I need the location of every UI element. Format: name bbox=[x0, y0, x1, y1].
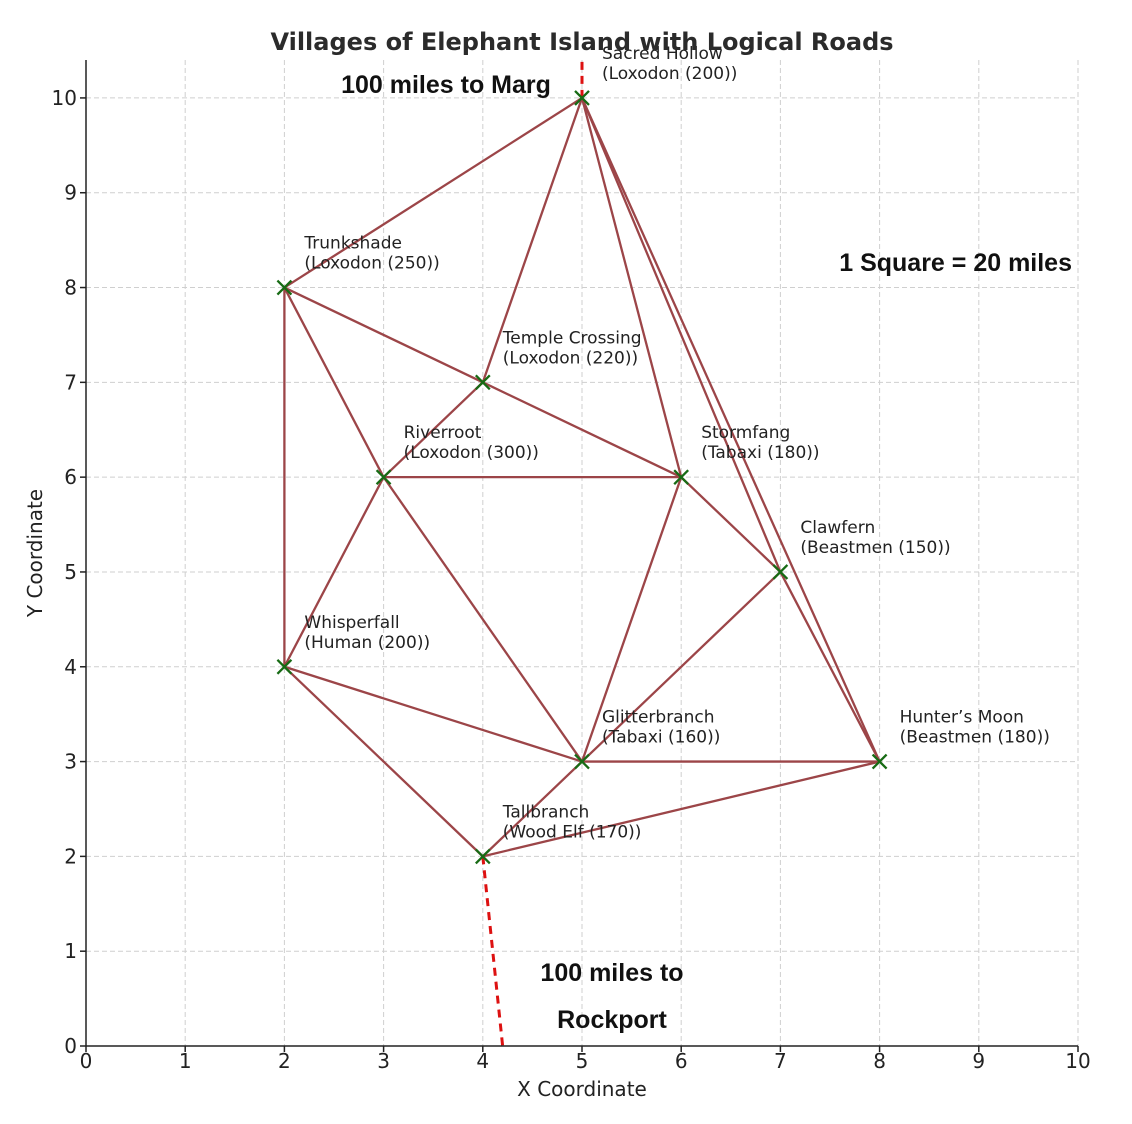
village-race-trunkshade: (Loxodon (250)) bbox=[304, 254, 439, 274]
village-marker-sacred-hollow bbox=[574, 90, 590, 106]
y-tick-label-6: 6 bbox=[64, 465, 77, 489]
village-name-tallbranch: Tallbranch bbox=[502, 802, 590, 822]
road-sacred-hollow-to-temple-crossing bbox=[481, 97, 584, 383]
road-whisperfall-to-tallbranch bbox=[283, 665, 484, 858]
village-name-trunkshade: Trunkshade bbox=[303, 234, 402, 254]
y-tick-label-3: 3 bbox=[64, 750, 77, 774]
road-glitterbranch-to-tallbranch bbox=[482, 760, 583, 858]
road-riverroot-to-glitterbranch bbox=[382, 476, 583, 763]
road-trunkshade-to-riverroot bbox=[283, 287, 385, 478]
road-riverroot-to-whisperfall bbox=[283, 476, 385, 668]
village-marker-whisperfall bbox=[276, 658, 293, 675]
road-clawfern-to-hunter-s-moon bbox=[779, 571, 881, 763]
road-clawfern-to-glitterbranch bbox=[581, 571, 782, 763]
y-tick-label-1: 1 bbox=[64, 939, 77, 963]
x-axis-label: X Coordinate bbox=[517, 1077, 647, 1101]
marker-stroke-b bbox=[474, 374, 491, 391]
y-tick-label-7: 7 bbox=[64, 370, 77, 394]
y-tick-label-2: 2 bbox=[64, 844, 77, 868]
marg-annotation: 100 miles to Marg bbox=[341, 71, 551, 99]
village-race-temple-crossing: (Loxodon (220)) bbox=[503, 348, 638, 368]
x-tick-label-8: 8 bbox=[873, 1049, 886, 1073]
village-race-glitterbranch: (Tabaxi (160)) bbox=[602, 728, 720, 748]
village-race-hunter-s-moon: (Beastmen (180)) bbox=[900, 728, 1050, 748]
village-race-riverroot: (Loxodon (300)) bbox=[404, 443, 539, 463]
x-tick-label-5: 5 bbox=[576, 1049, 589, 1073]
markers-layer bbox=[276, 90, 888, 865]
road-sacred-hollow-to-clawfern bbox=[580, 97, 782, 573]
village-marker-hunter-s-moon bbox=[871, 753, 888, 770]
y-tick-label-4: 4 bbox=[64, 655, 77, 679]
marker-stroke-b bbox=[871, 753, 888, 770]
marker-stroke-b bbox=[276, 658, 293, 675]
road-sacred-hollow-to-stormfang bbox=[580, 97, 683, 478]
x-tick-label-0: 0 bbox=[80, 1049, 93, 1073]
rockport-annotation-line1: 100 miles to bbox=[540, 959, 683, 987]
village-labels-layer: Sacred Hollow(Loxodon (200))Trunkshade(L… bbox=[303, 44, 1049, 842]
village-name-stormfang: Stormfang bbox=[701, 423, 790, 443]
x-tick-label-3: 3 bbox=[377, 1049, 390, 1073]
y-tick-label-0: 0 bbox=[64, 1034, 77, 1058]
village-name-sacred-hollow: Sacred Hollow bbox=[602, 44, 723, 64]
village-marker-stormfang bbox=[673, 469, 690, 485]
village-race-sacred-hollow: (Loxodon (200)) bbox=[602, 64, 737, 84]
village-marker-clawfern bbox=[772, 564, 789, 580]
marker-stroke-b bbox=[276, 279, 293, 296]
village-name-hunter-s-moon: Hunter’s Moon bbox=[900, 708, 1024, 728]
village-name-whisperfall: Whisperfall bbox=[304, 613, 399, 633]
y-tick-label-5: 5 bbox=[64, 560, 77, 584]
scale-annotation: 1 Square = 20 miles bbox=[839, 249, 1072, 277]
marker-stroke-b bbox=[574, 753, 590, 770]
village-name-glitterbranch: Glitterbranch bbox=[602, 708, 715, 728]
road-tallbranch-to-hunter-s-moon bbox=[482, 760, 880, 858]
x-tick-label-1: 1 bbox=[179, 1049, 192, 1073]
external-roads-layer bbox=[481, 60, 584, 1047]
ticks-layer: 0 1 2 3 4 5 6 7 8 9 10 0 1 2 3 4 5 6 7 8 9 10 bbox=[52, 86, 1091, 1073]
road-sacred-hollow-to-trunkshade bbox=[283, 96, 583, 289]
y-axis-label: Y Coordinate bbox=[23, 489, 47, 618]
village-name-temple-crossing: Temple Crossing bbox=[502, 328, 642, 348]
roads-layer bbox=[283, 96, 881, 858]
external-road-from-tallbranch bbox=[481, 856, 505, 1047]
x-tick-label-4: 4 bbox=[476, 1049, 489, 1073]
road-whisperfall-to-glitterbranch bbox=[284, 665, 583, 763]
marker-stroke-b bbox=[574, 90, 590, 106]
road-temple-crossing-to-stormfang bbox=[482, 381, 682, 479]
village-marker-glitterbranch bbox=[574, 753, 590, 770]
marker-stroke-b bbox=[673, 469, 690, 485]
village-marker-riverroot bbox=[375, 469, 392, 485]
village-race-tallbranch: (Wood Elf (170)) bbox=[503, 822, 642, 842]
road-sacred-hollow-to-hunter-s-moon bbox=[580, 97, 881, 763]
x-tick-label-9: 9 bbox=[972, 1049, 985, 1073]
rockport-annotation-line2: Rockport bbox=[557, 1006, 667, 1034]
road-stormfang-to-clawfern bbox=[680, 476, 782, 573]
x-tick-label-10: 10 bbox=[1065, 1049, 1090, 1073]
x-tick-label-6: 6 bbox=[675, 1049, 688, 1073]
village-marker-temple-crossing bbox=[474, 374, 491, 391]
road-temple-crossing-to-riverroot bbox=[382, 381, 484, 478]
chart-title: Villages of Elephant Island with Logical… bbox=[270, 28, 893, 56]
y-tick-label-10: 10 bbox=[52, 86, 77, 110]
village-name-clawfern: Clawfern bbox=[800, 518, 875, 538]
village-marker-tallbranch bbox=[474, 848, 491, 865]
marker-stroke-b bbox=[375, 469, 392, 485]
village-name-riverroot: Riverroot bbox=[404, 423, 482, 443]
village-race-clawfern: (Beastmen (150)) bbox=[800, 538, 950, 558]
marker-stroke-b bbox=[772, 564, 789, 580]
y-tick-label-8: 8 bbox=[64, 276, 77, 300]
road-stormfang-to-glitterbranch bbox=[580, 476, 683, 762]
x-tick-label-7: 7 bbox=[774, 1049, 787, 1073]
village-race-stormfang: (Tabaxi (180)) bbox=[701, 443, 819, 463]
marker-stroke-b bbox=[474, 848, 491, 865]
village-marker-trunkshade bbox=[276, 279, 293, 296]
x-tick-label-2: 2 bbox=[278, 1049, 291, 1073]
road-trunkshade-to-temple-crossing bbox=[283, 286, 484, 384]
village-race-whisperfall: (Human (200)) bbox=[304, 633, 430, 653]
y-tick-label-9: 9 bbox=[64, 181, 77, 205]
